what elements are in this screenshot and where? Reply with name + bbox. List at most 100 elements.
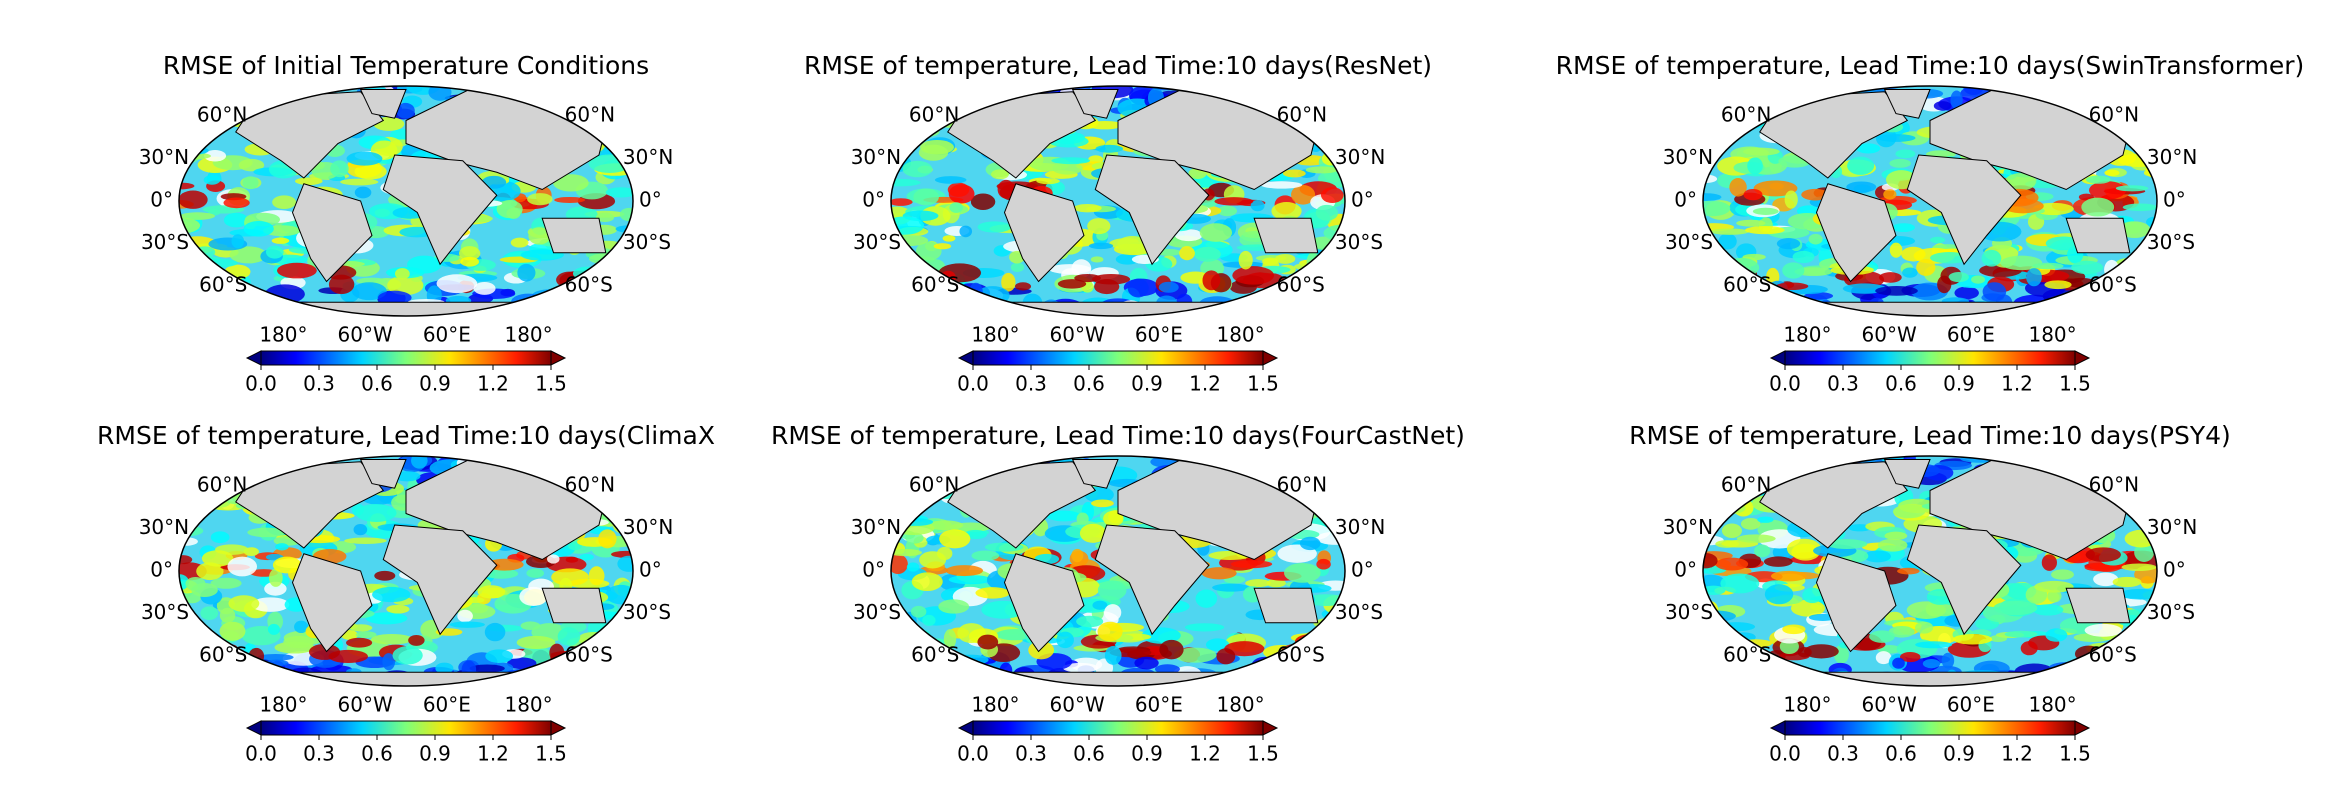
colorbar-extend-high	[2074, 720, 2091, 736]
sst-cell	[1262, 257, 1279, 266]
sst-cell	[1895, 149, 1916, 159]
sst-cell	[2122, 203, 2157, 212]
sst-cell	[2085, 175, 2111, 184]
sst-cell	[1952, 633, 1993, 645]
sst-cell	[2071, 260, 2104, 275]
sst-cell	[1260, 181, 1303, 189]
sst-cell	[382, 653, 396, 671]
sst-cell	[223, 212, 249, 228]
sst-cell	[970, 193, 996, 210]
lat-label: 0°	[1674, 558, 1697, 582]
sst-cell	[1747, 157, 1763, 175]
colorbar-extend-low	[245, 350, 262, 366]
colorbar-extend-high	[1262, 350, 1279, 366]
sst-cell	[2127, 309, 2156, 316]
sst-cell	[1892, 657, 1905, 669]
sst-cell	[557, 627, 581, 646]
sst-cell	[2088, 181, 2127, 200]
sst-cell	[912, 456, 940, 465]
lon-label: 60°E	[423, 323, 471, 347]
lon-label: 180°	[1216, 693, 1264, 717]
sst-cell	[1703, 200, 1731, 217]
sst-cell	[1734, 459, 1751, 467]
land	[1883, 88, 1931, 119]
sst-cell	[2121, 563, 2157, 572]
colorbar-tick-label: 0.0	[1769, 742, 1801, 766]
sst-cell	[1875, 285, 1918, 296]
sst-cell	[1091, 499, 1114, 508]
sst-cell	[201, 550, 234, 567]
sst-cell	[617, 555, 633, 572]
sst-cell	[435, 662, 454, 674]
sst-cell	[179, 291, 197, 305]
sst-cell	[1869, 630, 1895, 643]
sst-cell	[1784, 190, 1798, 209]
lat-label: 0°	[862, 188, 885, 212]
sst-cell	[477, 585, 506, 599]
sst-cell	[2047, 589, 2062, 603]
lon-label: 60°W	[1050, 323, 1105, 347]
colorbar-tick-label: 0.0	[1769, 372, 1801, 396]
sst-cell	[179, 294, 211, 311]
sst-cell	[589, 303, 626, 316]
sst-cell	[2032, 604, 2064, 616]
sst-cell	[940, 303, 972, 316]
sst-cell	[1916, 259, 1936, 276]
sst-cell	[896, 303, 936, 316]
sst-cell	[978, 673, 1012, 686]
lon-label: 180°	[1783, 323, 1831, 347]
colorbar-tick-label: 0.9	[1943, 372, 1975, 396]
colorbar	[972, 720, 1264, 736]
sst-cell	[1703, 662, 1714, 670]
lat-label: 30°S	[1335, 230, 1383, 254]
sst-cell	[436, 274, 478, 294]
sst-cell	[2131, 624, 2145, 635]
sst-cell	[464, 597, 485, 604]
sst-cell	[1703, 110, 1716, 130]
sst-cell	[1086, 120, 1124, 130]
sst-cell	[210, 577, 242, 589]
sst-cell	[1298, 673, 1327, 686]
lat-label: 30°N	[2147, 145, 2197, 169]
sst-cell	[1933, 101, 1952, 111]
colorbar-tick-label: 0.9	[1943, 742, 1975, 766]
sst-cell	[1270, 678, 1288, 686]
sst-cell	[1242, 666, 1264, 681]
lon-label: 60°E	[1947, 693, 1995, 717]
sst-cell	[891, 281, 909, 293]
sst-cell	[945, 565, 984, 577]
sst-cell	[2141, 272, 2157, 292]
sst-cell	[2044, 280, 2072, 290]
sst-cell	[947, 182, 970, 197]
colorbar-tick-label: 0.6	[361, 372, 393, 396]
lat-label: 60°S	[1277, 643, 1325, 667]
sst-cell	[271, 237, 290, 244]
sst-cell	[2014, 680, 2040, 686]
sst-cell	[1950, 90, 1963, 110]
lon-label: 60°E	[1135, 693, 1183, 717]
sst-cell	[936, 546, 953, 561]
land	[1771, 301, 2089, 316]
sst-cell	[194, 246, 216, 258]
sst-cell	[205, 86, 244, 101]
sst-cell	[1988, 311, 2012, 316]
sst-cell	[203, 294, 243, 311]
sst-cell	[1224, 641, 1265, 657]
lon-label: 60°E	[1135, 323, 1183, 347]
sst-cell	[2134, 542, 2154, 562]
lat-label: 30°N	[2147, 515, 2197, 539]
sst-cell	[2104, 169, 2120, 177]
sst-cell	[1230, 560, 1273, 569]
sst-cell	[1217, 205, 1238, 217]
sst-cell	[1915, 641, 1953, 649]
map-border	[178, 455, 634, 687]
lat-label: 60°N	[909, 472, 959, 496]
colorbar-tick-label: 0.3	[1015, 372, 1047, 396]
sst-cell	[1218, 456, 1242, 461]
sst-cell	[2051, 569, 2074, 580]
sst-cell	[1295, 669, 1326, 676]
sst-cell	[527, 193, 553, 206]
sst-cell	[1001, 676, 1028, 686]
sst-cell	[460, 256, 479, 267]
sst-cell	[1736, 219, 1766, 227]
